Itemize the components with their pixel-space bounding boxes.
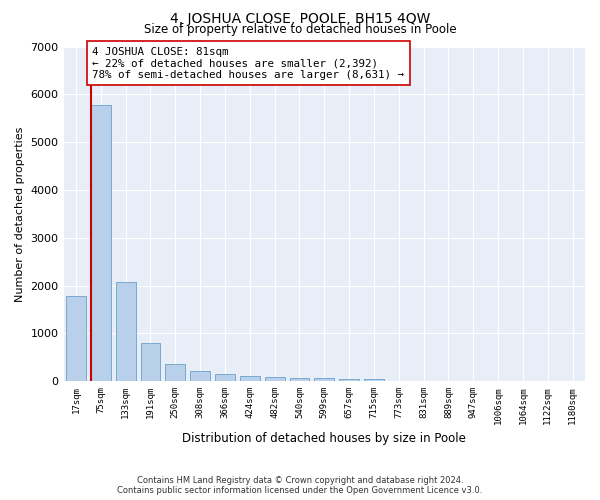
Text: 4 JOSHUA CLOSE: 81sqm
← 22% of detached houses are smaller (2,392)
78% of semi-d: 4 JOSHUA CLOSE: 81sqm ← 22% of detached … [92,46,404,80]
Y-axis label: Number of detached properties: Number of detached properties [15,126,25,302]
Bar [140,343,160,381]
Bar [290,378,310,381]
Bar [91,105,111,381]
Bar [265,377,284,381]
Bar [364,379,384,381]
Bar [215,374,235,381]
Text: 4, JOSHUA CLOSE, POOLE, BH15 4QW: 4, JOSHUA CLOSE, POOLE, BH15 4QW [170,12,430,26]
Text: Size of property relative to detached houses in Poole: Size of property relative to detached ho… [143,22,457,36]
X-axis label: Distribution of detached houses by size in Poole: Distribution of detached houses by size … [182,432,466,445]
Bar [190,370,210,381]
Bar [166,364,185,381]
Bar [314,378,334,381]
Bar [240,376,260,381]
Bar [339,378,359,381]
Text: Contains HM Land Registry data © Crown copyright and database right 2024.
Contai: Contains HM Land Registry data © Crown c… [118,476,482,495]
Bar [66,296,86,381]
Bar [116,282,136,381]
